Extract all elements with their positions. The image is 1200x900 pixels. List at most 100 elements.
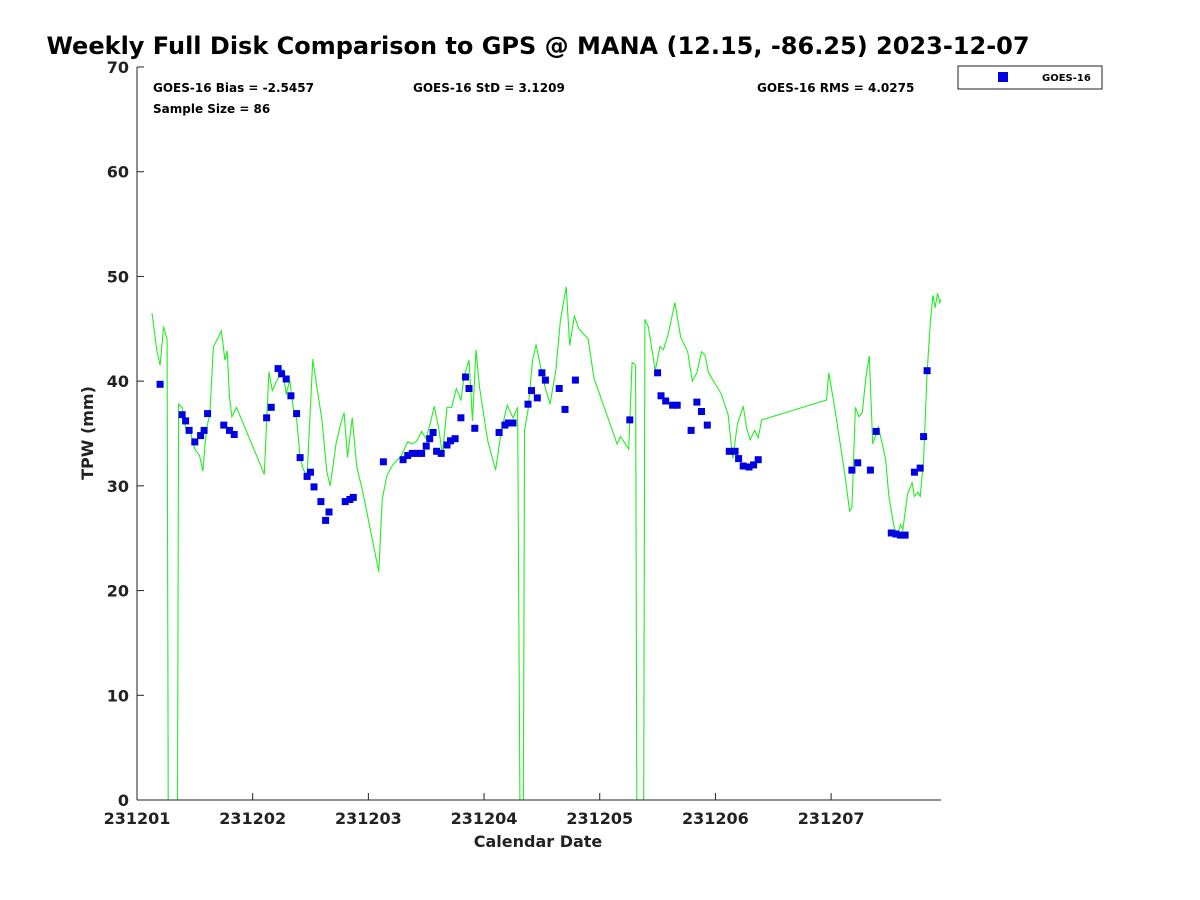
goes-16-point	[418, 449, 426, 457]
goes-16-point	[182, 417, 190, 425]
goes-16-point	[197, 432, 205, 440]
goes-16-point	[654, 369, 662, 377]
y-tick-label: 0	[118, 791, 129, 810]
x-tick-label: 231205	[566, 809, 633, 828]
goes-16-point	[457, 414, 465, 422]
y-tick-label: 40	[107, 372, 129, 391]
goes-16-point	[433, 447, 441, 455]
goes-16-point	[669, 401, 677, 409]
y-tick-label: 60	[107, 163, 129, 182]
goes-16-point	[220, 421, 228, 429]
goes-16-point	[465, 385, 473, 392]
goes-16-point	[538, 369, 546, 377]
goes-16-point	[191, 438, 199, 446]
goes-16-point	[745, 463, 753, 471]
goes-16-point	[462, 373, 469, 381]
goes-16-point	[379, 458, 387, 466]
goes-16-point	[673, 401, 681, 409]
goes-16-point	[571, 376, 579, 384]
goes-16-point	[307, 468, 314, 476]
std-annotation: GOES-16 StD = 3.1209	[413, 81, 565, 95]
goes-16-point	[156, 380, 164, 388]
goes-16-point	[200, 426, 208, 434]
goes-16-point	[910, 468, 918, 476]
rms-annotation: GOES-16 RMS = 4.0275	[757, 81, 914, 95]
goes-16-point	[892, 530, 900, 538]
goes-16-point	[471, 424, 479, 432]
x-tick-label: 231207	[798, 809, 865, 828]
x-axis-label: Calendar Date	[474, 832, 603, 851]
goes-16-point	[866, 466, 874, 474]
goes-16-point	[451, 435, 459, 443]
goes-16-point	[662, 397, 670, 405]
goes-16-point	[848, 466, 856, 474]
goes-16-point	[263, 414, 271, 422]
x-tick-label: 231204	[451, 809, 518, 828]
goes-16-point	[408, 449, 416, 457]
goes-16-point	[703, 421, 711, 429]
goes-16-point	[916, 464, 924, 472]
goes-16-point	[303, 472, 311, 480]
plot-area	[151, 286, 942, 801]
goes-16-point	[887, 529, 895, 537]
goes-16-point	[204, 410, 212, 418]
chart-title: Weekly Full Disk Comparison to GPS @ MAN…	[46, 32, 1029, 60]
goes-16-point	[731, 447, 739, 455]
goes-16-point	[693, 398, 701, 406]
goes-16-point	[923, 367, 931, 375]
y-tick-label: 70	[107, 58, 129, 77]
goes-16-point	[528, 387, 535, 395]
goes-16-point	[739, 462, 747, 470]
goes-16-point	[178, 411, 186, 419]
goes-16-point	[310, 483, 318, 491]
sample-size-annotation: Sample Size = 86	[153, 102, 270, 116]
goes-16-point	[426, 435, 434, 443]
x-ticks: 231201 231202 231203 231204 231205 231206 2312…	[104, 793, 865, 828]
goes-16-point	[555, 385, 563, 392]
y-tick-label: 20	[107, 582, 129, 601]
legend-box	[957, 65, 1103, 90]
goes-16-point	[920, 433, 928, 441]
legend: GOES-16	[957, 65, 1103, 90]
goes-16-point	[509, 419, 517, 427]
y-ticks: 0 10 20 30 40 50 60 70	[107, 58, 144, 810]
goes-16-point	[524, 400, 532, 408]
x-tick-label: 231203	[335, 809, 402, 828]
goes-16-point	[561, 405, 569, 413]
goes-16-point	[267, 403, 275, 411]
goes-16-point	[282, 375, 290, 383]
goes-16-point	[872, 427, 880, 435]
goes-16-point	[495, 429, 503, 436]
goes-16-point	[226, 426, 233, 434]
goes-16-point	[325, 508, 333, 516]
goes-16-point	[687, 426, 695, 434]
goes-16-point	[399, 456, 407, 464]
y-tick-label: 30	[107, 477, 129, 496]
goes-16-point	[897, 531, 904, 539]
goes-16-point	[278, 370, 286, 378]
goes-16-point	[349, 493, 357, 501]
goes-16-point	[185, 426, 193, 434]
goes-16-point	[541, 376, 549, 384]
goes-16-point	[626, 416, 634, 424]
x-tick-label: 231201	[104, 809, 171, 828]
goes-16-point	[274, 365, 282, 373]
legend-marker-goes	[998, 72, 1008, 82]
goes-16-point	[422, 442, 430, 450]
goes-16-point	[404, 452, 412, 459]
goes-16-point	[429, 429, 437, 436]
legend-entry-goes: GOES-16	[1042, 73, 1091, 84]
goes-16-point	[854, 459, 862, 467]
y-tick-label: 50	[107, 267, 129, 286]
goes-16-point	[341, 498, 349, 506]
goes-16-point	[754, 456, 762, 464]
goes-16-point	[533, 394, 541, 402]
goes-16-point	[698, 408, 705, 415]
goes-16-point	[657, 392, 665, 400]
goes-16-point	[296, 454, 304, 462]
goes-16-point	[230, 431, 238, 438]
goes-16-point	[293, 410, 301, 418]
goes-16-point	[735, 455, 743, 463]
